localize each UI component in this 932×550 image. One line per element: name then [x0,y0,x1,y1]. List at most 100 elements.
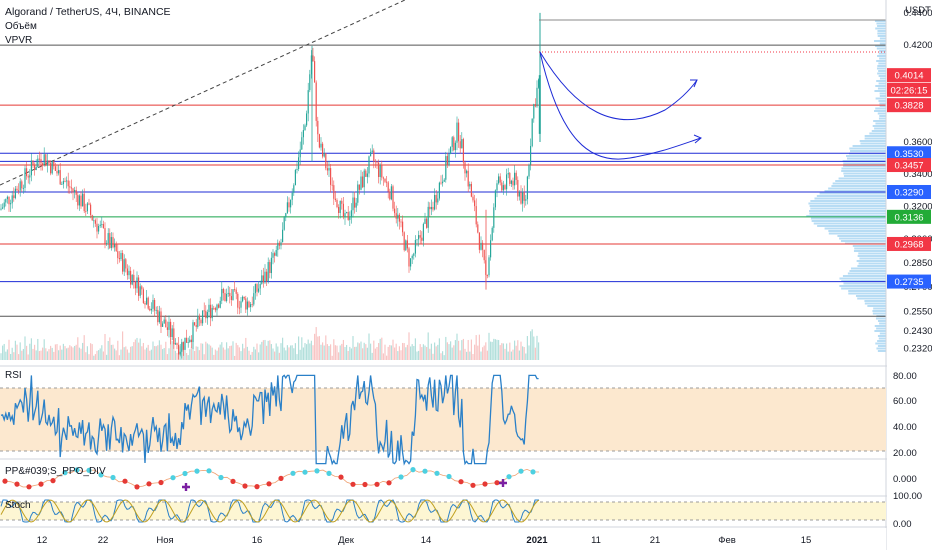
time-label: 15 [801,535,812,546]
vpvr-bar [832,182,886,185]
candle-body [421,237,423,241]
volume-bar [272,348,274,360]
vpvr-bar [842,275,886,277]
volume-bar [131,346,133,360]
candle-body [488,257,490,276]
volume-bar [443,355,445,360]
candle-body [310,55,312,75]
vpvr-bar [877,335,886,337]
volume-bar [464,348,466,360]
vpvr-legend[interactable]: VPVR [5,35,33,46]
candle-body [427,206,429,228]
volume-bar [318,336,320,360]
vpvr-bar [824,227,886,230]
stoch-legend[interactable]: Stoch [5,500,31,511]
candle-body [184,337,186,350]
volume-bar [232,341,234,360]
volume-bar [61,349,63,360]
volume-bar [158,340,160,360]
volume-bar [67,347,69,360]
volume-bar [245,337,247,360]
volume-bar [147,344,149,360]
volume-bar [470,339,472,360]
stoch-tick-0: 0.00 [893,519,912,530]
volume-bar [355,346,357,360]
candle-body [218,304,220,308]
candle-body [293,185,295,193]
volume-bar [323,345,325,360]
ppo-legend[interactable]: PP&#039;S_PPO_DIV [5,466,106,477]
symbol-title[interactable]: Algorand / TetherUS, 4Ч, BINANCE [5,6,171,18]
volume-bar [11,347,13,360]
candle-body [403,232,405,251]
candle-body [373,150,375,162]
volume-bar [365,344,367,360]
candle-body [413,253,415,256]
volume-bar [106,354,108,360]
volume-bar [341,343,343,360]
ppo-dot [506,474,512,480]
candle-body [8,196,10,205]
candle-body [400,221,402,223]
candle-body [181,342,183,352]
candle-body [187,342,189,343]
volume-bar [83,335,85,360]
volume-bar [211,347,213,360]
candle-body [395,213,397,219]
volume-bar [352,336,354,360]
volume-bar [307,339,309,360]
volume-bar [254,349,256,360]
volume-bar [419,344,421,360]
vpvr-bar [874,40,886,42]
candle-body [147,297,149,309]
candle-body [429,206,431,210]
candle-body [219,300,221,308]
candle-body [178,344,180,355]
volume-bar [296,354,298,360]
candle-body [114,244,116,248]
candle-body [506,174,508,190]
price-tag-text: 0.3828 [894,101,923,112]
candle-body [538,75,541,134]
candle-body [280,242,282,246]
candle-body [341,200,343,204]
candle-body [171,328,173,338]
vpvr-bar [873,120,886,122]
volume-bar [163,348,165,360]
volume-bar [435,346,437,360]
ppo-dot [314,468,320,474]
candle-body [61,184,63,185]
volume-bar [459,350,461,360]
candle-body [522,191,524,204]
volume-legend[interactable]: Объём [5,21,37,32]
volume-bar [354,346,356,360]
volume-bar [390,345,392,360]
vpvr-bar [877,87,886,90]
vpvr-bar [877,112,886,115]
candle-body [406,240,408,249]
volume-bar [93,355,95,360]
volume-bar [486,350,488,360]
volume-bar [90,343,92,360]
vpvr-bar [843,165,886,167]
volume-bar [526,336,528,360]
ppo-dot [446,473,452,480]
vpvr-bar [857,297,886,300]
candle-body [179,351,181,355]
volume-bar [74,345,76,360]
rsi-legend[interactable]: RSI [5,370,22,381]
vpvr-bar [855,295,886,297]
volume-bar [256,343,258,360]
candle-body [134,280,136,289]
volume-bar [101,345,103,360]
candle-body [269,262,271,274]
volume-bar [208,344,210,360]
volume-bar [379,338,381,360]
vpvr-bar [850,150,886,152]
vpvr-bar [874,127,886,130]
candle-body [286,202,288,214]
candle-body [418,235,420,240]
volume-bar [442,351,444,360]
candle-body [136,277,138,289]
